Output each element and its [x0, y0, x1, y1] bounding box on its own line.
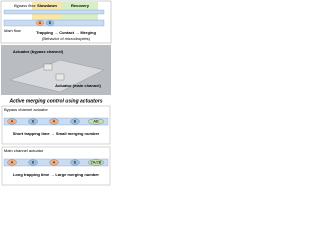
droplet — [45, 20, 55, 26]
actuator-main-label: Actuator (main channel) — [55, 83, 101, 88]
figure: Bypass flow Slowdown Recovery A B Main f… — [0, 0, 112, 186]
process-label: Trapping → Contact → Merging — [36, 30, 96, 35]
droplet-label: B — [74, 119, 77, 124]
droplet — [87, 118, 105, 125]
bypass-channel — [3, 9, 105, 15]
droplet-label: B — [49, 20, 52, 25]
droplet — [7, 159, 17, 166]
recovery-label: Recovery — [71, 3, 90, 8]
panel-result: Short trapping time → Small merging numb… — [13, 131, 100, 136]
control-title: Active merging control using actuators — [8, 98, 102, 104]
droplet-label: 2A/2B — [91, 160, 102, 165]
droplet-label: A — [39, 20, 42, 25]
slowdown-label: Slowdown — [37, 3, 57, 8]
droplet — [87, 159, 105, 166]
droplet-label: AB — [93, 119, 99, 124]
droplet — [70, 159, 80, 166]
actuator — [55, 73, 65, 81]
panel-label: Bypass channel actuator — [4, 107, 48, 112]
behavior-label: (Behavior of microdroplets) — [42, 36, 91, 41]
droplet-label: A — [11, 119, 14, 124]
droplet — [70, 118, 80, 125]
actuator — [43, 63, 53, 71]
actuator-bypass-label: Actuator (bypass channel) — [13, 49, 64, 54]
droplet — [35, 20, 45, 26]
droplet — [49, 159, 59, 166]
droplet-label: B — [32, 119, 35, 124]
page: Bypass flow Slowdown Recovery A B Main f… — [0, 0, 112, 186]
droplet-label: A — [11, 160, 14, 165]
droplet — [28, 118, 38, 125]
bypass-flow-label: Bypass flow — [14, 3, 36, 8]
droplet — [7, 118, 17, 125]
panel-result: Long trapping time → Large merging numbe… — [13, 172, 99, 177]
droplet-label: B — [32, 160, 35, 165]
droplet-label: A — [53, 119, 56, 124]
droplet-label: B — [74, 160, 77, 165]
droplet-label: A — [53, 160, 56, 165]
droplet — [28, 159, 38, 166]
main-flow-label: Main flow — [4, 28, 22, 33]
droplet — [49, 118, 59, 125]
panel-label: Main channel actuator — [4, 148, 44, 153]
